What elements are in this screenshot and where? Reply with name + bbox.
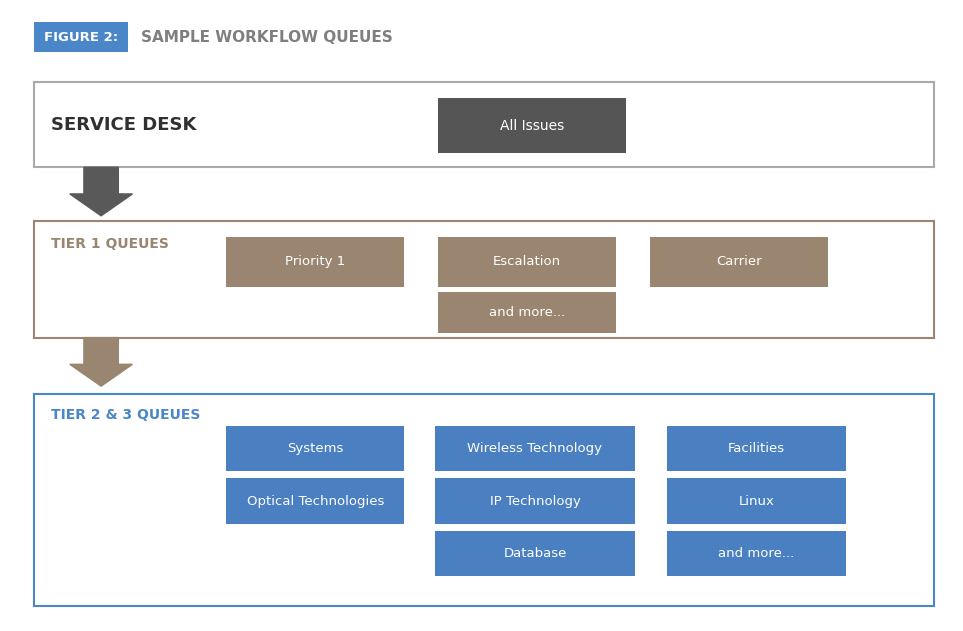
Text: Optical Technologies: Optical Technologies	[247, 495, 384, 507]
FancyBboxPatch shape	[34, 394, 934, 606]
Text: TIER 2 & 3 QUEUES: TIER 2 & 3 QUEUES	[51, 408, 200, 422]
Text: FIGURE 2:: FIGURE 2:	[44, 31, 117, 44]
Text: Priority 1: Priority 1	[285, 256, 346, 268]
Text: All Issues: All Issues	[500, 119, 564, 133]
Text: and more...: and more...	[489, 306, 565, 319]
FancyBboxPatch shape	[226, 237, 404, 287]
FancyBboxPatch shape	[667, 426, 846, 471]
FancyBboxPatch shape	[34, 221, 934, 338]
FancyBboxPatch shape	[34, 22, 128, 52]
Text: Linux: Linux	[739, 495, 774, 507]
Text: Wireless Technology: Wireless Technology	[467, 442, 603, 455]
FancyBboxPatch shape	[226, 478, 404, 524]
Text: SERVICE DESK: SERVICE DESK	[51, 115, 196, 134]
FancyBboxPatch shape	[438, 292, 616, 333]
Polygon shape	[70, 167, 133, 216]
FancyBboxPatch shape	[650, 237, 828, 287]
Text: TIER 1 QUEUES: TIER 1 QUEUES	[51, 237, 169, 251]
Text: and more...: and more...	[718, 547, 794, 560]
FancyBboxPatch shape	[438, 237, 616, 287]
Text: SAMPLE WORKFLOW QUEUES: SAMPLE WORKFLOW QUEUES	[141, 30, 392, 45]
Text: Facilities: Facilities	[728, 442, 785, 455]
FancyBboxPatch shape	[667, 478, 846, 524]
Text: Systems: Systems	[287, 442, 344, 455]
FancyBboxPatch shape	[435, 531, 635, 576]
FancyBboxPatch shape	[438, 98, 626, 153]
FancyBboxPatch shape	[667, 531, 846, 576]
Text: Carrier: Carrier	[716, 256, 762, 268]
Text: Escalation: Escalation	[493, 256, 561, 268]
FancyBboxPatch shape	[226, 426, 404, 471]
Polygon shape	[70, 338, 133, 386]
FancyBboxPatch shape	[435, 478, 635, 524]
FancyBboxPatch shape	[435, 426, 635, 471]
FancyBboxPatch shape	[34, 82, 934, 167]
Text: Database: Database	[504, 547, 566, 560]
Text: IP Technology: IP Technology	[489, 495, 581, 507]
